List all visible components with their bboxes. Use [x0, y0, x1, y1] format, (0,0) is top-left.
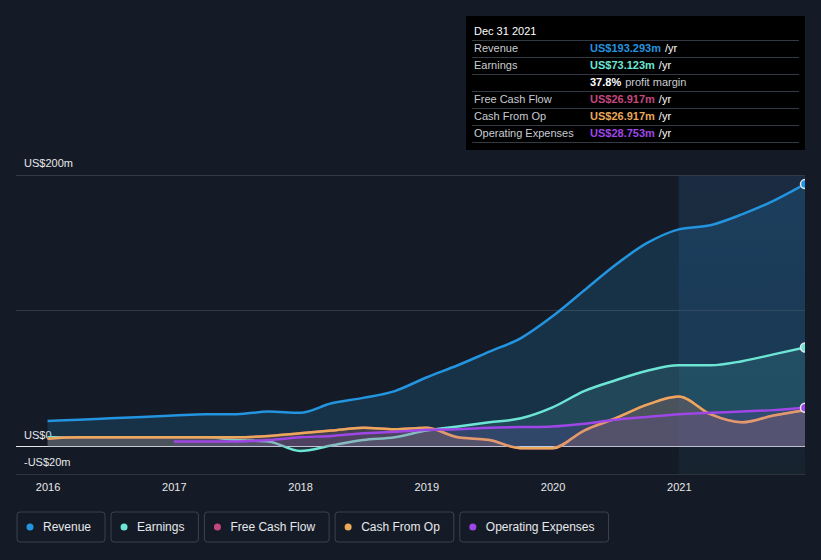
- legend-box[interactable]: [460, 512, 609, 542]
- tooltip-title: Dec 31 2021: [474, 25, 536, 37]
- legend-item[interactable]: Cash From Op: [335, 512, 454, 542]
- series-line: [48, 347, 805, 450]
- legend-swatch: [345, 524, 352, 531]
- tooltip-box: [466, 16, 805, 150]
- legend-box[interactable]: [111, 512, 198, 542]
- margin-value: 37.8%: [590, 76, 621, 88]
- x-tick-label: 2019: [415, 481, 439, 493]
- tooltip-value: US$73.123m/yr: [590, 59, 671, 71]
- margin-text: profit margin: [625, 76, 686, 88]
- legend-label: Free Cash Flow: [230, 520, 315, 534]
- tooltip-value: US$26.917m/yr: [590, 110, 671, 122]
- x-tick: 2016: [36, 474, 60, 493]
- legend-item[interactable]: Operating Expenses: [460, 512, 609, 542]
- tooltip-value-number: US$26.917m: [590, 93, 655, 105]
- series-area: [48, 347, 805, 450]
- end-marker: [801, 343, 806, 352]
- legend-swatch: [469, 524, 476, 531]
- tooltip-separator: [472, 142, 799, 143]
- legend-box[interactable]: [335, 512, 454, 542]
- legend-box[interactable]: [17, 512, 105, 542]
- legend-item[interactable]: Revenue: [17, 512, 105, 542]
- tooltip-separator: [472, 40, 799, 41]
- tooltip-separator: [472, 91, 799, 92]
- tooltip-value: US$193.293m/yr: [590, 42, 678, 54]
- legend-box[interactable]: [204, 512, 329, 542]
- tooltip-unit: /yr: [659, 93, 672, 105]
- x-axis-line: [17, 474, 806, 475]
- legend-label: Operating Expenses: [486, 520, 595, 534]
- tooltip-value-number: US$28.753m: [590, 127, 655, 139]
- y-tick-label: US$0: [24, 429, 52, 441]
- legend-swatch: [27, 524, 34, 531]
- x-axis: 2016 2017 2018 2019 2020 2021: [17, 474, 806, 493]
- series-area: [48, 397, 805, 449]
- legend-swatch: [214, 524, 221, 531]
- x-tick-label: 2016: [36, 481, 60, 493]
- y-tick-label: -US$20m: [24, 456, 70, 468]
- legend: Revenue Earnings Free Cash Flow Cash From O…: [17, 512, 609, 542]
- tooltip-unit: /yr: [659, 127, 672, 139]
- plot: [48, 180, 805, 451]
- grid-line: [16, 175, 805, 176]
- series-line: [174, 408, 805, 442]
- x-tick: 2020: [541, 474, 565, 493]
- tooltip-value: US$28.753m/yr: [590, 127, 671, 139]
- x-tick: 2018: [288, 474, 312, 493]
- chart: -US$20mUS$0US$200m2016201720182019202020…: [0, 0, 821, 560]
- grid: [16, 175, 805, 474]
- tooltip-separator: [472, 57, 799, 58]
- tooltip-label: Cash From Op: [474, 110, 546, 122]
- x-tick: 2017: [162, 474, 186, 493]
- end-marker: [801, 180, 806, 189]
- x-tick: 2019: [415, 474, 439, 493]
- tooltip-value-number: US$73.123m: [590, 59, 655, 71]
- tooltip-value: US$26.917m/yr: [590, 93, 671, 105]
- x-tick: 2021: [667, 474, 691, 493]
- x-tick-label: 2017: [162, 481, 186, 493]
- series-line: [48, 397, 805, 449]
- tooltip-separator: [472, 74, 799, 75]
- series-area: [48, 397, 805, 449]
- x-tick-label: 2020: [541, 481, 565, 493]
- end-marker: [801, 403, 806, 412]
- legend-label: Revenue: [43, 520, 91, 534]
- tooltip: Dec 31 2021 Revenue US$193.293m/yr Earnings…: [466, 16, 805, 150]
- tooltip-unit: /yr: [665, 42, 678, 54]
- tooltip-value-number: US$26.917m: [590, 110, 655, 122]
- background: [0, 0, 821, 560]
- tooltip-separator: [472, 125, 799, 126]
- series-area: [174, 408, 805, 447]
- tooltip-label: Operating Expenses: [474, 127, 574, 139]
- tooltip-separator: [472, 108, 799, 109]
- legend-item[interactable]: Free Cash Flow: [204, 512, 329, 542]
- tooltip-value-number: US$193.293m: [590, 42, 661, 54]
- x-tick-label: 2021: [667, 481, 691, 493]
- series-line: [48, 397, 805, 449]
- tooltip-label: Revenue: [474, 42, 518, 54]
- legend-swatch: [121, 524, 128, 531]
- legend-label: Earnings: [137, 520, 184, 534]
- tooltip-label: Free Cash Flow: [474, 93, 552, 105]
- tooltip-unit: /yr: [659, 110, 672, 122]
- tooltip-label: Earnings: [474, 59, 518, 71]
- y-tick-label: US$200m: [24, 157, 73, 169]
- grid-line: [16, 474, 805, 475]
- x-tick-label: 2018: [288, 481, 312, 493]
- legend-item[interactable]: Earnings: [111, 512, 198, 542]
- tooltip-unit: /yr: [659, 59, 672, 71]
- tooltip-margin: 37.8% profit margin: [590, 76, 686, 88]
- legend-label: Cash From Op: [361, 520, 440, 534]
